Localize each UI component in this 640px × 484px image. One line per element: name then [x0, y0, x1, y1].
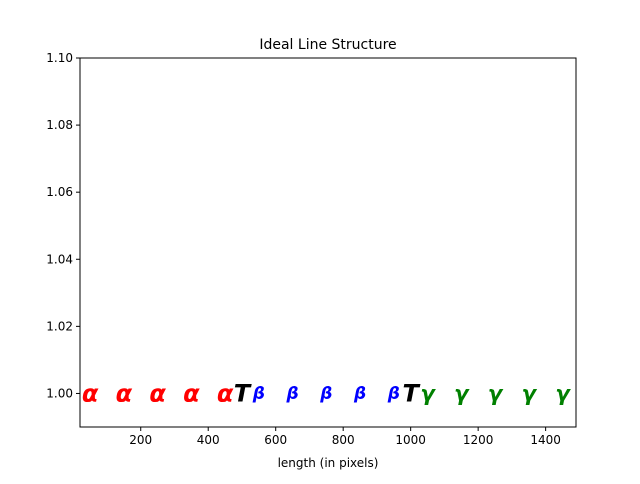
x-tick-label: 400: [197, 433, 220, 447]
data-point-2-4: β: [387, 384, 400, 404]
y-tick-label: 1.06: [46, 185, 73, 199]
x-tick-label: 1200: [463, 433, 494, 447]
data-point-3-1: γ: [454, 382, 470, 406]
x-tick-label: 1000: [395, 433, 426, 447]
x-axis: 200 400 600 800 1000 1200 1400: [129, 427, 561, 447]
data-point-2-1: β: [285, 384, 298, 404]
data-point-2-0: β: [252, 384, 265, 404]
data-point-3-3: γ: [522, 382, 538, 406]
y-tick-label: 1.08: [46, 118, 73, 132]
data-point-3-4: γ: [555, 382, 571, 406]
data-point-3-2: γ: [488, 382, 504, 406]
x-tick-label: 600: [264, 433, 287, 447]
data-point-3-0: γ: [420, 382, 436, 406]
y-tick-label: 1.04: [46, 252, 73, 266]
plot-frame: [79, 57, 577, 428]
chart-title: Ideal Line Structure: [259, 37, 396, 53]
data-point-0-1: α: [116, 380, 133, 408]
data-point-0-2: α: [149, 380, 166, 408]
data-point-0-4: α: [217, 380, 234, 408]
x-tick-label: 800: [332, 433, 355, 447]
data-point-0-0: α: [82, 380, 99, 408]
data-point-1-0: T: [234, 380, 252, 408]
data-point-0-3: α: [183, 380, 200, 408]
data-point-2-2: β: [319, 384, 332, 404]
y-tick-label: 1.00: [46, 386, 73, 400]
y-tick-label: 1.10: [46, 51, 73, 65]
data-marks: α α α α α T Tβ β β β β γ γ γ γ γ: [82, 380, 571, 408]
x-axis-label: length (in pixels): [278, 456, 379, 470]
y-tick-label: 1.02: [46, 319, 73, 333]
data-point-2-3: β: [353, 384, 366, 404]
x-tick-label: 1400: [530, 433, 561, 447]
y-axis: 1.00 1.02 1.04 1.06 1.08 1.10: [46, 51, 80, 400]
x-tick-label: 200: [129, 433, 152, 447]
data-point-1-1: T: [402, 380, 420, 408]
